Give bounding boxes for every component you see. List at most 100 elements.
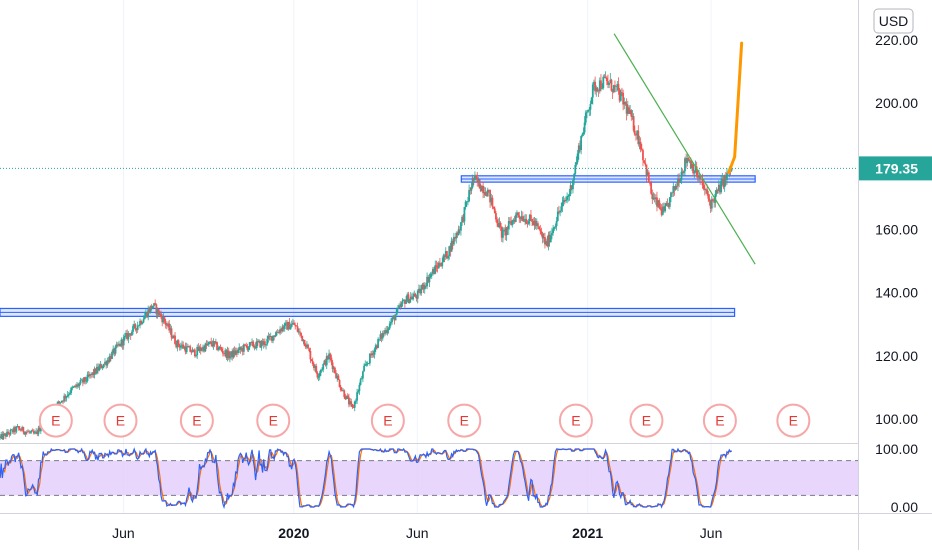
candle-body	[451, 240, 454, 245]
candle-body	[588, 109, 591, 111]
candle-body	[600, 80, 602, 89]
candle-body	[331, 362, 334, 370]
candle-body	[205, 343, 208, 346]
candle-body	[687, 157, 690, 161]
candle-body	[272, 335, 274, 341]
candle-body	[305, 344, 308, 348]
candle-body	[374, 345, 377, 350]
candle-body	[366, 363, 369, 365]
candle-body	[660, 208, 663, 215]
candle-body	[413, 293, 416, 297]
candle-body	[553, 227, 556, 230]
candle-body	[715, 190, 718, 194]
candle-body	[139, 320, 141, 326]
candle-body	[102, 363, 105, 367]
last-price-tag	[859, 156, 932, 181]
candle-body	[317, 376, 320, 378]
candle-body	[318, 372, 321, 377]
candle-body	[324, 360, 327, 366]
candle-body	[294, 324, 297, 326]
candle-body	[518, 215, 521, 218]
candle-body	[242, 344, 245, 352]
candlestick-series	[0, 71, 733, 440]
candle-body	[291, 322, 294, 325]
candle-body	[363, 365, 365, 372]
candle-body	[420, 288, 423, 294]
candle-body	[214, 342, 217, 344]
candle-body	[343, 390, 346, 397]
candle-body	[612, 85, 615, 93]
candle-body	[448, 246, 451, 257]
candle-body	[17, 426, 20, 429]
candle-body	[352, 407, 355, 408]
candle-body	[619, 92, 622, 101]
candle-body	[84, 377, 87, 382]
candle-body	[491, 197, 494, 207]
candle-body	[503, 229, 506, 231]
candle-body	[686, 157, 689, 164]
candle-body	[213, 341, 216, 344]
candle-body	[170, 328, 173, 338]
candle-body	[224, 350, 227, 354]
candle-body	[630, 110, 633, 117]
earnings-marker: E	[38, 403, 73, 438]
candle-body	[247, 347, 250, 350]
earnings-marker-label: E	[383, 413, 392, 429]
earnings-marker-label: E	[789, 413, 798, 429]
candle-body	[4, 433, 7, 437]
candle-body	[556, 211, 559, 221]
candle-body	[525, 218, 528, 224]
candle-body	[31, 430, 34, 432]
candle-body	[106, 360, 109, 366]
candle-body	[514, 214, 517, 222]
candle-body	[322, 364, 325, 370]
candle-body	[581, 134, 584, 136]
candle-body	[7, 431, 10, 434]
candle-body	[274, 335, 277, 337]
candle-body	[604, 77, 607, 79]
candle-body	[587, 110, 590, 112]
candle-body	[492, 206, 495, 209]
earnings-marker: E	[447, 403, 482, 438]
candle-body	[456, 232, 459, 236]
candle-body	[719, 184, 721, 193]
candle-body	[121, 339, 124, 346]
candle-body	[722, 178, 725, 188]
candle-body	[216, 342, 218, 350]
candle-body	[490, 197, 493, 203]
candle-body	[162, 317, 165, 323]
candle-body	[238, 347, 241, 351]
candle-body	[477, 179, 480, 182]
candle-body	[621, 92, 623, 94]
candle-body	[91, 372, 94, 375]
candle-body	[379, 334, 382, 339]
candle-body	[486, 189, 489, 197]
candle-body	[35, 431, 38, 433]
price-tick-label: 120.00	[875, 348, 918, 364]
candle-body	[453, 236, 455, 245]
candle-body	[373, 349, 376, 355]
candle-body	[69, 392, 71, 395]
candle-body	[505, 227, 508, 236]
candle-body	[601, 87, 604, 89]
candle-body	[703, 188, 706, 190]
candle-body	[128, 333, 131, 335]
candle-body	[423, 285, 426, 290]
candle-body	[90, 374, 92, 375]
candle-body	[684, 158, 686, 172]
candle-body	[416, 290, 419, 299]
candle-body	[107, 360, 110, 362]
candle-body	[204, 343, 207, 352]
candle-body	[86, 374, 89, 381]
candle-body	[140, 320, 143, 325]
candle-body	[268, 336, 271, 337]
candle-body	[290, 324, 293, 327]
candle-body	[307, 344, 309, 349]
candle-body	[611, 90, 614, 93]
candle-body	[141, 322, 144, 325]
candle-body	[447, 256, 449, 259]
candle-body	[478, 179, 481, 189]
candle-body	[624, 102, 627, 105]
candle-body	[401, 300, 404, 304]
candle-body	[209, 341, 211, 343]
